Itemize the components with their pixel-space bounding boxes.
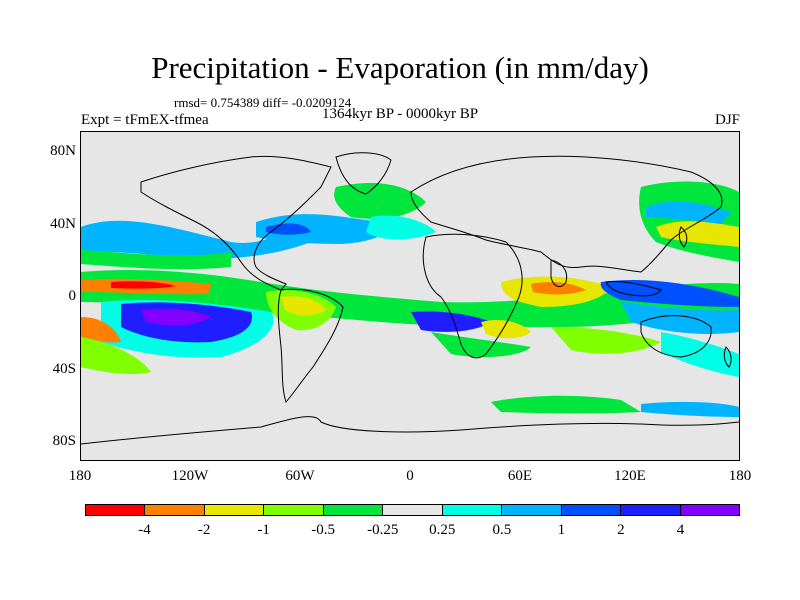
contour-green-sw-pacific [81, 337, 151, 375]
lat-label-40n: 40N [50, 216, 76, 232]
coastline-india [550, 259, 568, 288]
coastline-africa [422, 233, 523, 359]
lat-label-0: 0 [68, 288, 77, 304]
coastline-eurasia [410, 155, 723, 273]
colorbar-box [323, 505, 384, 515]
period-text: 1364kyr BP - 0000kyr BP [322, 106, 479, 122]
lon-label-60w: 60W [285, 468, 315, 484]
lon-label-180w: 180 [68, 468, 92, 484]
colorbar-label: -0.25 [367, 522, 399, 538]
contour-deepblue-maritime [600, 280, 739, 307]
colorbar-box [680, 505, 739, 515]
coastline-north-america [140, 155, 332, 291]
contour-deepblue-nh-atlantic [266, 223, 311, 235]
lon-label-120e: 120E [614, 468, 646, 484]
contour-green-nh-pacific [81, 250, 231, 270]
contour-blue-southern-ocean [641, 401, 739, 417]
map-title: Precipitation - Evaporation (in mm/day) [151, 50, 649, 85]
contour-green-south-atlantic [431, 332, 531, 358]
map-panel [80, 131, 740, 461]
contour-orange-sw-pacific [81, 317, 121, 343]
contour-yellow-nw-pacific [656, 221, 739, 247]
lon-label-180e: 180 [728, 468, 752, 484]
field-contours [81, 181, 739, 417]
contour-blue-nh-atlantic [256, 214, 389, 244]
lon-label-60e: 60E [507, 468, 533, 484]
colorbar-box [621, 505, 681, 515]
contour-yellow-south-africa [481, 320, 531, 339]
contour-green-south-indian [551, 327, 661, 354]
lat-label-40s: 40S [52, 361, 76, 377]
contour-blue-nh-pacific [81, 220, 311, 259]
experiment-label: Expt = tFmEX-tfmea [81, 112, 209, 128]
contour-red-tropics-pacific [111, 281, 176, 289]
colorbar-label: -1 [257, 522, 270, 538]
contour-green-nh-atlantic [334, 182, 426, 219]
coastline-indonesia [605, 281, 662, 297]
colorbar-box [383, 505, 443, 515]
contour-green-southern-ocean [491, 395, 641, 414]
colorbar-box [204, 505, 265, 515]
colorbar-box [86, 505, 146, 515]
coastline-south-america [277, 288, 344, 403]
lat-label-80s: 80S [52, 433, 76, 449]
colorbar-label: 4 [676, 522, 685, 538]
lon-label-120w: 120W [171, 468, 209, 484]
colorbar-box [145, 505, 205, 515]
contour-orange-indian [531, 282, 586, 295]
contour-yellow-south-america [281, 296, 326, 316]
map-canvas [81, 132, 739, 460]
coastline-greenland [335, 152, 392, 195]
colorbar-box [502, 505, 562, 515]
colorbar-label: -4 [138, 522, 151, 538]
colorbar-box [561, 505, 622, 515]
lat-label-80n: 80N [50, 143, 76, 159]
colorbar-label: 0.5 [492, 522, 512, 538]
colorbar-label: -2 [197, 522, 211, 538]
contour-cyan-nh-atlantic [366, 215, 436, 240]
colorbar-label: 1 [557, 522, 566, 538]
colorbar-label: 0.25 [429, 522, 456, 538]
colorbar-box [264, 505, 324, 515]
contour-blue-south-atlantic [411, 311, 491, 332]
coastline-antarctica [81, 416, 739, 445]
contour-cyan-south-indian [661, 332, 739, 377]
colorbar-label: -0.5 [311, 522, 336, 538]
season-label: DJF [714, 112, 740, 128]
contour-purple-south-pacific [141, 308, 211, 326]
contour-green-tropics [81, 270, 739, 327]
colorbar-label: 2 [617, 522, 625, 538]
colorbar-box [442, 505, 503, 515]
coastline-australia [640, 315, 712, 358]
coastline-japan [678, 226, 688, 248]
lon-label-0: 0 [406, 468, 414, 484]
contour-blue-nw-pacific [646, 201, 731, 224]
coastlines [81, 152, 739, 445]
stats-text: rmsd= 0.754389 diff= -0.0209124 [174, 95, 352, 110]
colorbar [85, 504, 740, 516]
coastline-new-zealand [723, 346, 732, 368]
